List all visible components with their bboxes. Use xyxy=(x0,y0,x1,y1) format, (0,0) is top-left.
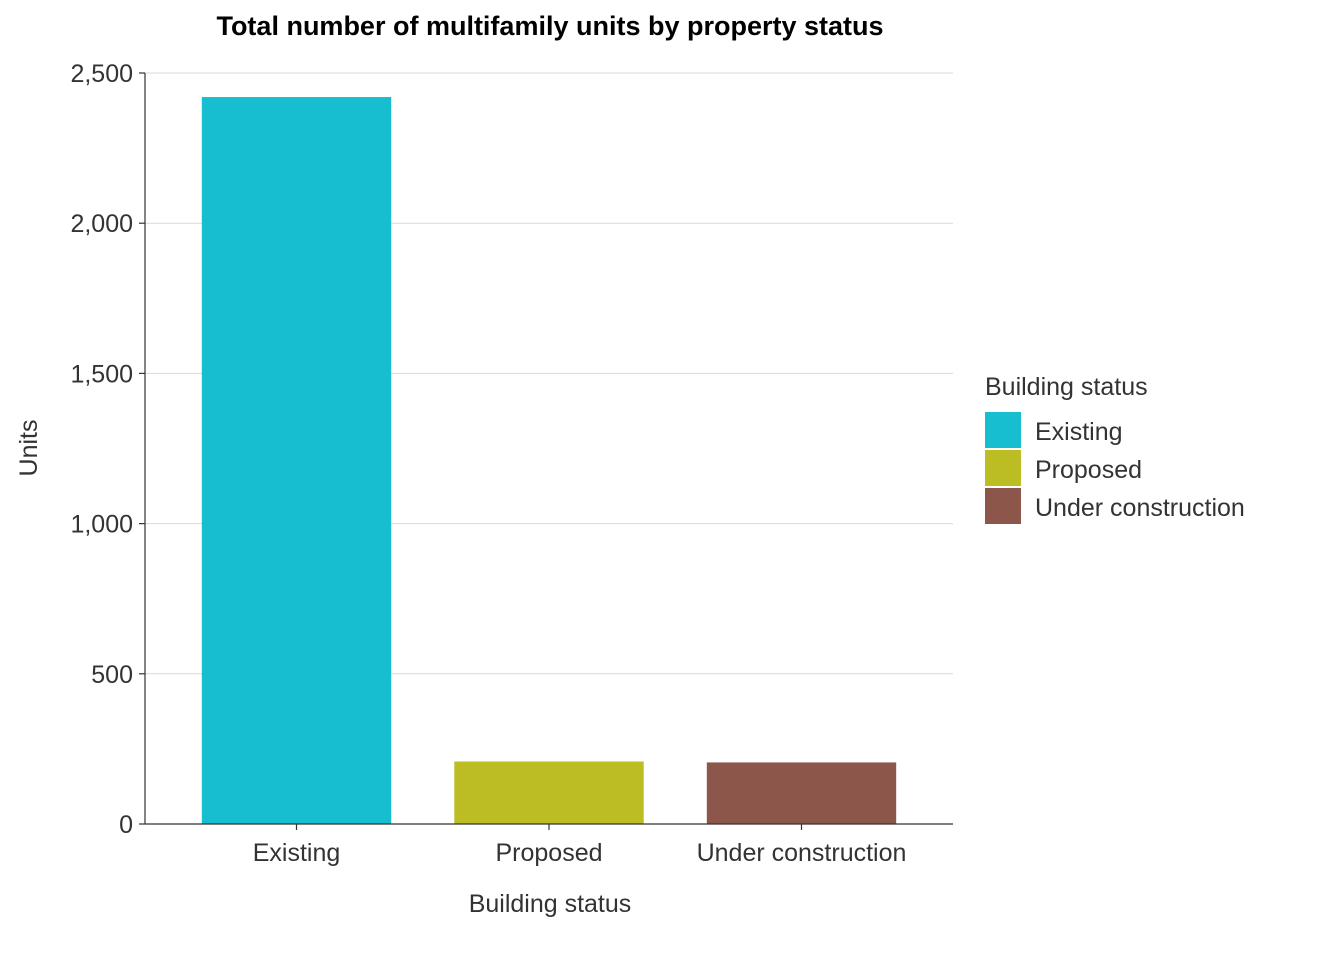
x-tick-label: Proposed xyxy=(495,839,602,867)
legend: Building status Existing Proposed Under co… xyxy=(985,373,1245,524)
y-tick-label: 2,500 xyxy=(70,60,133,88)
x-tick-label: Existing xyxy=(253,839,341,867)
legend-title: Building status xyxy=(985,373,1148,401)
y-axis-ticks: 0 500 1,000 1,500 2,000 2,500 xyxy=(70,60,145,839)
y-tick-label: 2,000 xyxy=(70,210,133,238)
y-tick-label: 0 xyxy=(119,811,133,839)
legend-label: Existing xyxy=(1035,418,1123,446)
legend-label: Proposed xyxy=(1035,456,1142,484)
legend-swatch-proposed xyxy=(985,450,1021,486)
bar-under-construction xyxy=(706,762,897,824)
bars xyxy=(201,97,897,825)
bar-proposed xyxy=(454,761,644,824)
y-tick-label: 500 xyxy=(91,661,133,689)
y-tick-label: 1,500 xyxy=(70,360,133,388)
y-tick-label: 1,000 xyxy=(70,511,133,539)
legend-swatch-existing xyxy=(985,412,1021,448)
y-axis-title: Units xyxy=(15,420,43,477)
x-axis-title: Building status xyxy=(469,890,632,918)
bar-existing xyxy=(201,97,392,825)
x-axis-ticks: Existing Proposed Under construction xyxy=(253,824,907,867)
legend-label: Under construction xyxy=(1035,494,1245,522)
chart-title: Total number of multifamily units by pro… xyxy=(216,11,883,41)
legend-swatch-under-construction xyxy=(985,488,1021,524)
x-tick-label: Under construction xyxy=(697,839,907,867)
